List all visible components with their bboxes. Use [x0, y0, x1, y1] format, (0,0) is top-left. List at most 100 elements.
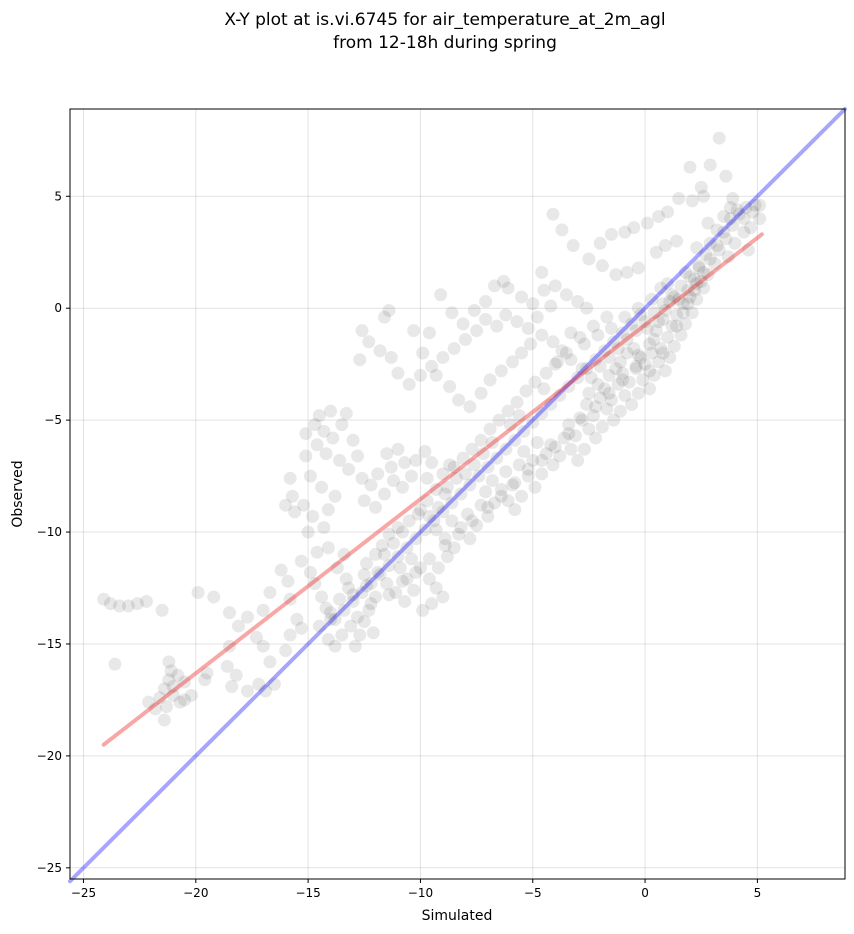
scatter-point [420, 494, 434, 508]
scatter-point [346, 433, 360, 447]
scatter-point [425, 359, 439, 373]
scatter-point [348, 639, 362, 653]
scatter-point [360, 556, 374, 570]
scatter-point [319, 447, 333, 461]
scatter-point [454, 521, 468, 535]
scatter-point [593, 359, 607, 373]
x-axis-label: Simulated [422, 908, 493, 924]
scatter-point [683, 160, 697, 174]
scatter-point [503, 418, 517, 432]
scatter-point [303, 565, 317, 579]
scatter-point [373, 568, 387, 582]
scatter-point [479, 312, 493, 326]
scatter-point [652, 355, 666, 369]
scatter-point [687, 283, 701, 297]
scatter-point [409, 565, 423, 579]
scatter-point [598, 382, 612, 396]
scatter-point [445, 496, 459, 510]
scatter-point [598, 344, 612, 358]
scatter-point [571, 453, 585, 467]
scatter-point [665, 319, 679, 333]
scatter-point [148, 702, 162, 716]
scatter-point [627, 221, 641, 235]
scatter-point [616, 373, 630, 387]
scatter-point [544, 299, 558, 313]
scatter-point [438, 532, 452, 546]
scatter-point [625, 317, 639, 331]
scatter-point [685, 306, 699, 320]
scatter-point [683, 290, 697, 304]
scatter-point [413, 561, 427, 575]
scatter-point [661, 277, 675, 291]
scatter-point [162, 655, 176, 669]
scatter-point [142, 695, 156, 709]
scatter-point [445, 514, 459, 528]
scatter-point [315, 590, 329, 604]
scatter-point [535, 453, 549, 467]
scatter-point [548, 357, 562, 371]
scatter-point [369, 500, 383, 514]
scatter-point [353, 353, 367, 367]
scatter-point [222, 639, 236, 653]
scatter-point [373, 344, 387, 358]
scatter-point [324, 404, 338, 418]
scatter-point [321, 503, 335, 517]
scatter-point [319, 601, 333, 615]
scatter-point [667, 290, 681, 304]
scatter-point [753, 198, 767, 212]
scatter-point [463, 400, 477, 414]
scatter-point [521, 462, 535, 476]
scatter-point [638, 357, 652, 371]
scatter-point [687, 272, 701, 286]
y-tick-label: −15 [37, 637, 62, 651]
scatter-point [411, 507, 425, 521]
scatter-point [474, 386, 488, 400]
scatter-point [636, 373, 650, 387]
scatter-point [240, 684, 254, 698]
scatter-point [568, 429, 582, 443]
scatter-point [449, 471, 463, 485]
scatter-point [499, 465, 513, 479]
scatter-point [658, 303, 672, 317]
scatter-point [555, 344, 569, 358]
scatter-point [355, 585, 369, 599]
scatter-point [737, 212, 751, 226]
scatter-point [510, 315, 524, 329]
scatter-point [386, 536, 400, 550]
scatter-point [607, 413, 621, 427]
scatter-point [357, 615, 371, 629]
scatter-point [510, 395, 524, 409]
scatter-point [593, 391, 607, 405]
scatter-point [351, 449, 365, 463]
scatter-point [431, 500, 445, 514]
scatter-point [645, 346, 659, 360]
scatter-point [535, 406, 549, 420]
scatter-point [501, 404, 515, 418]
x-tick-label: −10 [408, 886, 433, 900]
scatter-point [393, 561, 407, 575]
scatter-point [717, 225, 731, 239]
scatter-point [634, 350, 648, 364]
scatter-point [665, 288, 679, 302]
scatter-point [303, 469, 317, 483]
scatter-point [97, 592, 111, 606]
scatter-point [586, 409, 600, 423]
scatter-point [696, 281, 710, 295]
scatter-point [488, 279, 502, 293]
scatter-point [220, 659, 234, 673]
scatter-point [425, 456, 439, 470]
scatter-point [604, 227, 618, 241]
scatter-point [369, 590, 383, 604]
scatter-point [429, 523, 443, 537]
scatter-point [746, 205, 760, 219]
scatter-point [481, 460, 495, 474]
scatter-point [346, 594, 360, 608]
scatter-point [611, 377, 625, 391]
scatter-point [712, 131, 726, 145]
scatter-point [222, 606, 236, 620]
scatter-point [647, 306, 661, 320]
scatter-point [153, 691, 167, 705]
scatter-point [627, 342, 641, 356]
scatter-point [330, 561, 344, 575]
scatter-point [604, 393, 618, 407]
